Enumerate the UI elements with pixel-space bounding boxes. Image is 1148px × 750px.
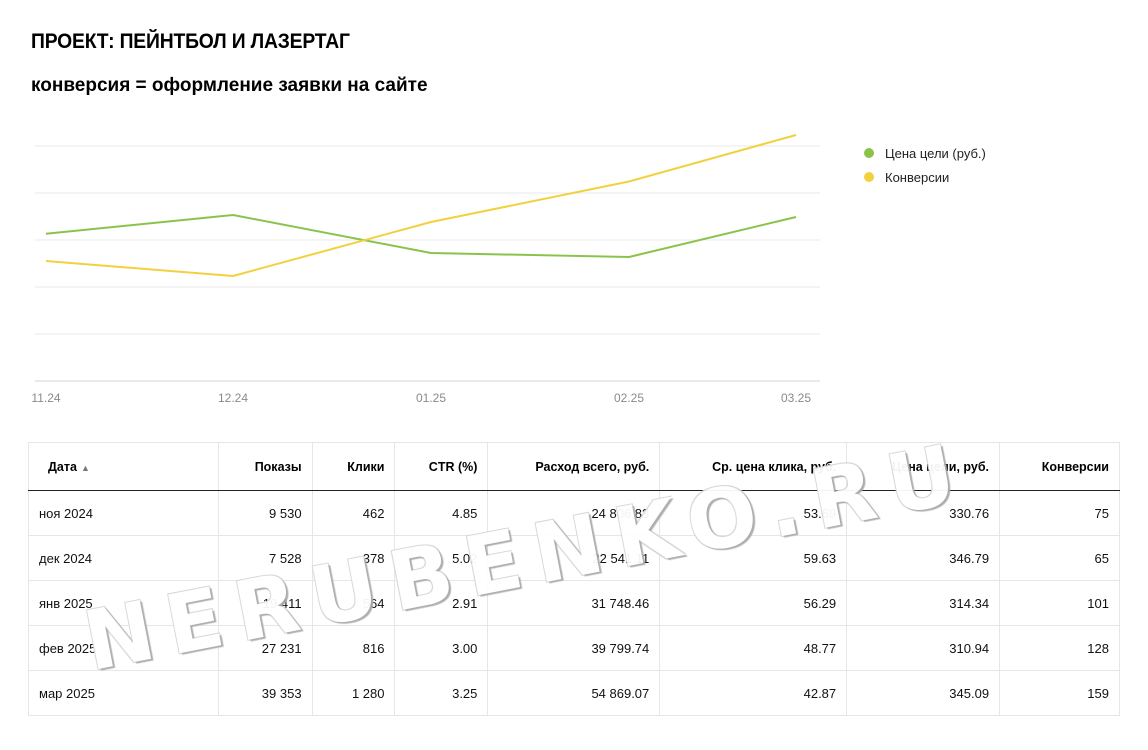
cell-clicks: 564 [311,580,395,626]
cell-ctr: 3.25 [394,670,488,716]
column-header-spend[interactable]: Расход всего, руб. [487,442,660,491]
x-tick-label: 11.24 [31,391,60,405]
column-header-conversions[interactable]: Конверсии [999,442,1120,491]
cell-ctr: 3.00 [394,625,488,671]
table-row: фев 2025 27 231 816 3.00 39 799.74 48.77 310.9… [28,625,1120,671]
cell-clicks: 462 [311,490,395,536]
table-row: мар 2025 39 353 1 280 3.25 54 869.07 42.87 345… [28,670,1120,716]
cell-date: янв 2025 [28,580,219,626]
cell-clicks: 378 [311,535,395,581]
cell-spend: 31 748.46 [487,580,660,626]
legend-label: Цена цели (руб.) [885,145,986,161]
stats-table: Дата ▲ Показы Клики CTR (%) Расход всего,… [28,442,1120,716]
cell-date: мар 2025 [28,670,219,716]
column-header-date[interactable]: Дата ▲ [28,442,219,491]
series-line [45,134,797,277]
column-header-goal-price[interactable]: Цена цели, руб. [846,442,1000,491]
cell-cpc: 56.29 [659,580,847,626]
table-row: янв 2025 19 411 564 2.91 31 748.46 56.29 314.3… [28,580,1120,626]
cell-conversions: 128 [999,625,1120,671]
cell-clicks: 1 280 [311,670,395,716]
table-row: ноя 2024 9 530 462 4.85 24 806.83 53.69 330.76… [28,490,1120,536]
cell-goal-price: 330.76 [846,490,1000,536]
x-tick-label: 01.25 [416,391,446,405]
legend-dot-icon [864,172,874,182]
cell-impressions: 7 528 [217,535,313,581]
x-tick-label: 02.25 [614,391,644,405]
cell-date: дек 2024 [28,535,219,581]
cell-conversions: 101 [999,580,1120,626]
legend-item-goal-price[interactable]: Цена цели (руб.) [864,141,986,165]
column-header-ctr[interactable]: CTR (%) [394,442,488,491]
cell-spend: 54 869.07 [487,670,660,716]
cell-spend: 24 806.83 [487,490,660,536]
legend-item-conversions[interactable]: Конверсии [864,165,986,189]
table-header-row: Дата ▲ Показы Клики CTR (%) Расход всего,… [28,442,1120,491]
cell-cpc: 53.69 [659,490,847,536]
cell-cpc: 48.77 [659,625,847,671]
page-title: ПРОЕКТ: ПЕЙНТБОЛ И ЛАЗЕРТАГ [31,30,350,53]
cell-date: фев 2025 [28,625,219,671]
cell-date: ноя 2024 [28,490,219,536]
x-tick-label: 03.25 [781,391,811,405]
cell-goal-price: 345.09 [846,670,1000,716]
cell-conversions: 159 [999,670,1120,716]
cell-conversions: 65 [999,535,1120,581]
cell-cpc: 42.87 [659,670,847,716]
x-tick-label: 12.24 [218,391,248,405]
chart-legend: Цена цели (руб.) Конверсии [864,141,986,189]
cell-conversions: 75 [999,490,1120,536]
cell-impressions: 27 231 [217,625,313,671]
cell-spend: 22 541.11 [487,535,660,581]
table-row: дек 2024 7 528 378 5.02 22 541.11 59.63 346.79… [28,535,1120,581]
page-subtitle: конверсия = оформление заявки на сайте [31,75,428,96]
legend-label: Конверсии [885,169,950,185]
series-line [45,214,797,258]
legend-dot-icon [864,148,874,158]
line-chart: 11.24 12.24 01.25 02.25 03.25 [31,134,820,405]
cell-clicks: 816 [311,625,395,671]
column-header-cpc[interactable]: Ср. цена клика, руб. [659,442,847,491]
cell-impressions: 39 353 [217,670,313,716]
sort-asc-icon: ▲ [80,462,90,473]
cell-goal-price: 310.94 [846,625,1000,671]
cell-goal-price: 346.79 [846,535,1000,581]
cell-spend: 39 799.74 [487,625,660,671]
cell-ctr: 5.02 [394,535,488,581]
cell-ctr: 4.85 [394,490,488,536]
column-header-clicks[interactable]: Клики [311,442,395,491]
column-header-impressions[interactable]: Показы [217,442,313,491]
cell-goal-price: 314.34 [846,580,1000,626]
cell-impressions: 9 530 [217,490,313,536]
cell-ctr: 2.91 [394,580,488,626]
cell-impressions: 19 411 [217,580,313,626]
cell-cpc: 59.63 [659,535,847,581]
